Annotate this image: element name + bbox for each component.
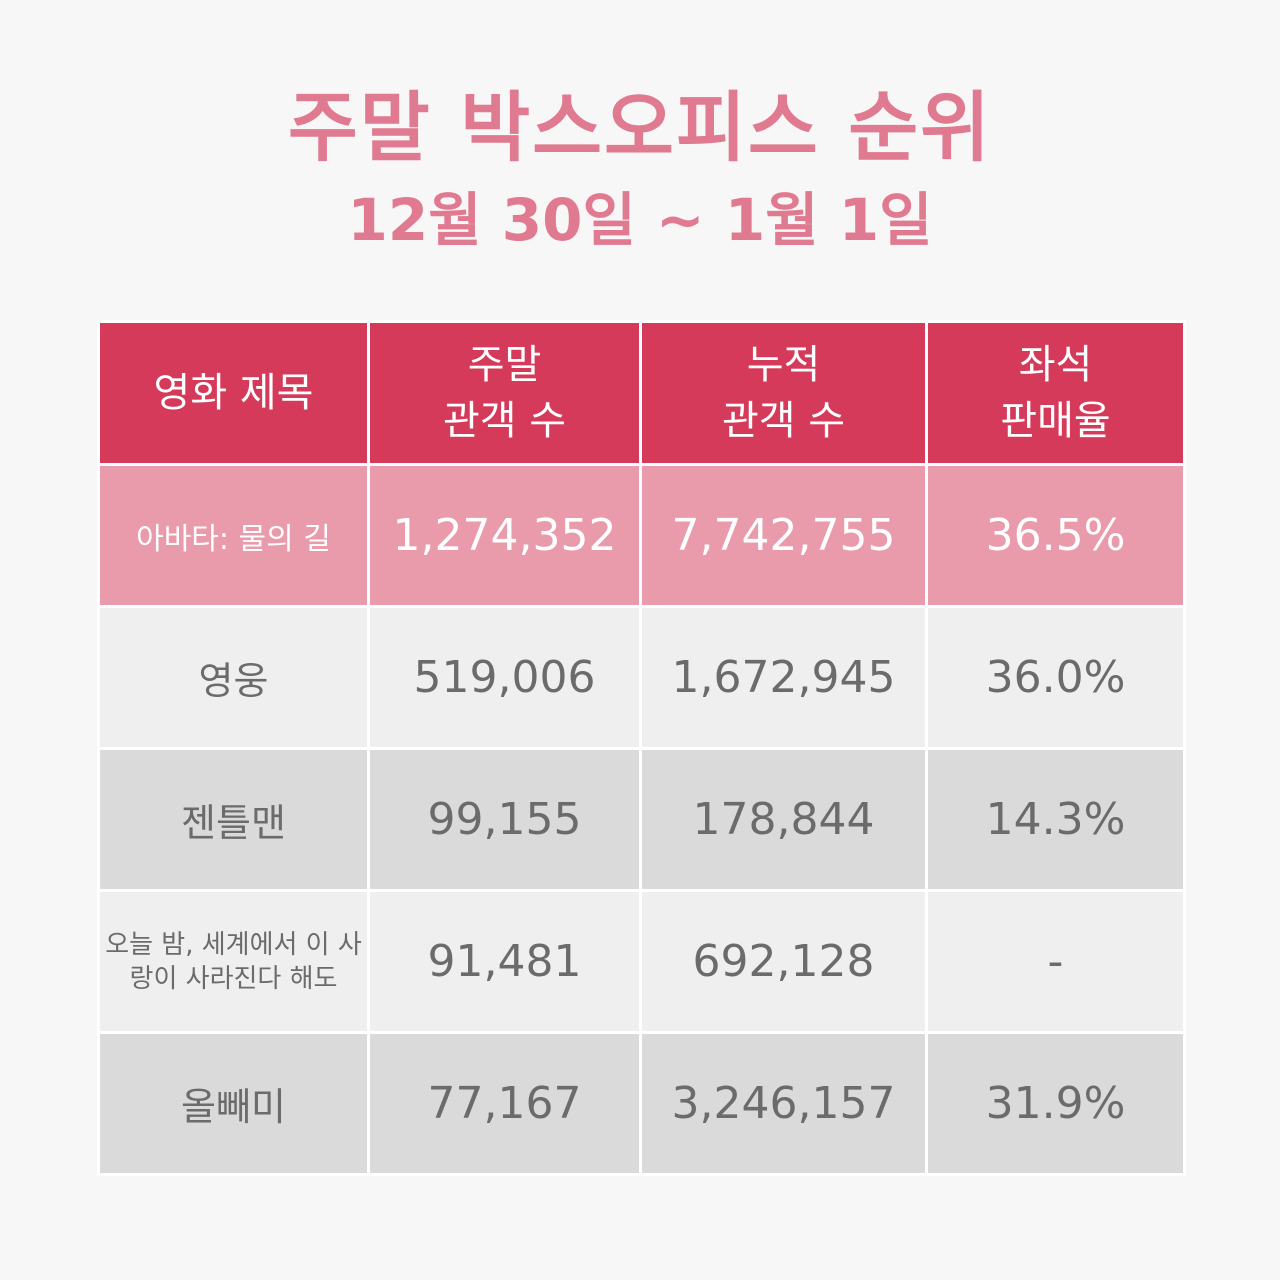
movie-title-cell: 오늘 밤, 세계에서 이 사랑이 사라진다 해도: [97, 889, 370, 1034]
table-row: 아바타: 물의 길 1,274,352 7,742,755 36.5%: [97, 463, 1186, 608]
table-header-row: 영화 제목 주말 관객 수 누적 관객 수 좌석 판매율: [97, 320, 1186, 466]
header-movie-title-line1: 영화 제목: [153, 370, 314, 416]
weekend-audience-cell: 77,167: [367, 1031, 642, 1176]
seat-rate-cell: 36.0%: [925, 605, 1186, 750]
header-movie-title: 영화 제목: [97, 320, 370, 466]
header-weekend-audience-line1: 주말: [467, 342, 542, 388]
weekend-audience-cell: 91,481: [367, 889, 642, 1034]
header-seat-rate-line2: 판매율: [1000, 398, 1111, 444]
header-total-audience-line2: 관객 수: [721, 398, 846, 444]
weekend-audience-cell: 99,155: [367, 747, 642, 892]
table-row: 영웅 519,006 1,672,945 36.0%: [97, 605, 1186, 750]
total-audience-cell: 1,672,945: [639, 605, 928, 750]
seat-rate-cell: -: [925, 889, 1186, 1034]
total-audience-cell: 7,742,755: [639, 463, 928, 608]
total-audience-cell: 692,128: [639, 889, 928, 1034]
movie-title-cell: 올빼미: [97, 1031, 370, 1176]
box-office-table: 영화 제목 주말 관객 수 누적 관객 수 좌석 판매율 아바타: 물의 길 1…: [97, 320, 1186, 1176]
weekend-audience-cell: 519,006: [367, 605, 642, 750]
page-title: 주말 박스오피스 순위: [287, 83, 993, 172]
header-total-audience: 누적 관객 수: [639, 320, 928, 466]
movie-title-cell: 아바타: 물의 길: [97, 463, 370, 608]
movie-title-cell: 젠틀맨: [97, 747, 370, 892]
date-range-subtitle: 12월 30일 ~ 1월 1일: [347, 186, 933, 254]
table-row: 오늘 밤, 세계에서 이 사랑이 사라진다 해도 91,481 692,128 …: [97, 889, 1186, 1034]
seat-rate-cell: 36.5%: [925, 463, 1186, 608]
header-seat-rate: 좌석 판매율: [925, 320, 1186, 466]
table-row: 올빼미 77,167 3,246,157 31.9%: [97, 1031, 1186, 1176]
total-audience-cell: 3,246,157: [639, 1031, 928, 1176]
total-audience-cell: 178,844: [639, 747, 928, 892]
table-row: 젠틀맨 99,155 178,844 14.3%: [97, 747, 1186, 892]
seat-rate-cell: 14.3%: [925, 747, 1186, 892]
header-weekend-audience: 주말 관객 수: [367, 320, 642, 466]
header-weekend-audience-line2: 관객 수: [442, 398, 567, 444]
header-total-audience-line1: 누적: [746, 342, 821, 388]
weekend-audience-cell: 1,274,352: [367, 463, 642, 608]
movie-title-cell: 영웅: [97, 605, 370, 750]
header-seat-rate-line1: 좌석: [1018, 342, 1093, 388]
seat-rate-cell: 31.9%: [925, 1031, 1186, 1176]
